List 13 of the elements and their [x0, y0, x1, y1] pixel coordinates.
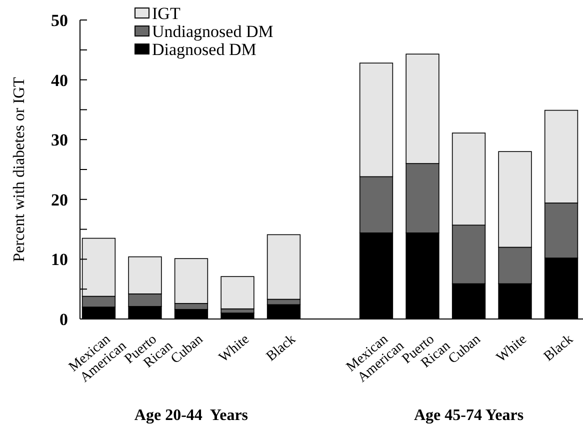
bar [220, 276, 254, 310]
text: Age 20-44 Years [134, 407, 248, 424]
y-tick-label: 20 [51, 190, 68, 210]
legend-label: IGT [152, 4, 181, 23]
text: Age 45-74 Years [414, 407, 524, 424]
y-tick-label: 10 [51, 250, 68, 270]
y-axis-title: Percent with diabetes or IGT [11, 76, 28, 262]
y-tick-label: 30 [51, 130, 68, 150]
legend-label: Undiagnosed DM [152, 22, 274, 41]
legend-label: Diagnosed DM [152, 40, 256, 59]
y-tick-label: 0 [60, 310, 68, 329]
y-tick-label: 40 [51, 70, 68, 90]
y-tick-label: 50 [51, 10, 68, 30]
